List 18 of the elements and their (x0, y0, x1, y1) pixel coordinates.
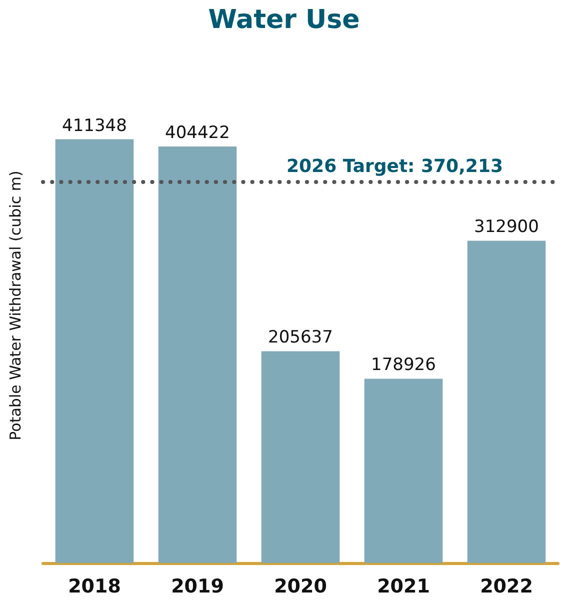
x-tick-label: 2020 (274, 576, 327, 598)
data-label: 404422 (165, 122, 230, 143)
x-tick-label: 2019 (171, 576, 224, 598)
bar (467, 240, 546, 563)
bar (158, 146, 237, 563)
data-label: 178926 (371, 355, 436, 376)
y-axis-title: Potable Water Withdrawal (cubic m) (6, 170, 24, 440)
data-label: 411348 (62, 116, 127, 136)
bar (261, 351, 340, 563)
x-tick-label: 2018 (68, 576, 121, 598)
ref-line-label: 2026 Target: 370,213 (286, 156, 503, 178)
data-label: 205637 (268, 328, 333, 348)
data-label: 312900 (474, 217, 539, 238)
bar (55, 139, 134, 563)
bar (364, 378, 443, 563)
chart-title: Water Use (208, 5, 360, 35)
x-tick-label: 2021 (377, 576, 430, 598)
x-tick-label: 2022 (480, 576, 533, 598)
